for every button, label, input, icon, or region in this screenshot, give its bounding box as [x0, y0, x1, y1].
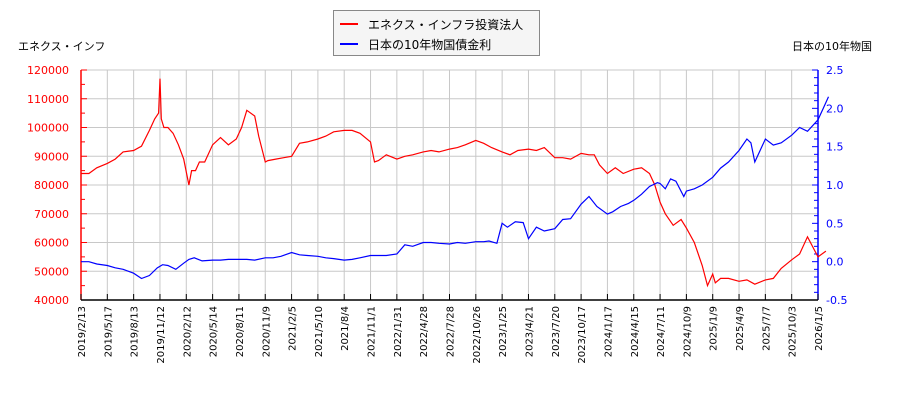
series-line-enex-infra	[81, 78, 827, 288]
x-axis-tick-label: 2020/11/9	[261, 306, 272, 357]
x-axis-tick-label: 2020/8/11	[235, 306, 246, 357]
x-axis-tick-label: 2025/1/9	[709, 306, 720, 351]
left-axis-tick-label: 50000	[34, 265, 69, 278]
right-axis-title: 日本の10年物国	[792, 40, 872, 53]
left-axis-tick-label: 70000	[34, 208, 69, 221]
x-axis-tick-label: 2021/11/1	[367, 306, 378, 357]
legend-item-enex-infra: エネクス・インフラ投資法人	[340, 15, 523, 33]
legend-label: エネクス・インフラ投資法人	[368, 17, 524, 32]
x-axis-tick-label: 2022/10/26	[472, 306, 483, 364]
x-axis-tick-label: 2024/1/17	[603, 306, 614, 357]
right-axis-tick-label: 2.0	[826, 102, 844, 115]
x-axis-tick-label: 2021/8/4	[340, 306, 351, 351]
right-axis-tick-label: 1.0	[826, 179, 844, 192]
left-axis-tick-label: 90000	[34, 150, 69, 163]
legend-swatch-blue	[340, 43, 358, 45]
right-axis-tick-label: 0.5	[826, 217, 844, 230]
chart-legend: エネクス・インフラ投資法人 日本の10年物国債金利	[333, 10, 540, 56]
left-axis-tick-label: 120000	[27, 64, 69, 77]
right-y-axis: -0.5 0.0 0.5 1.0 1.5 2.0 2.5	[812, 64, 847, 307]
x-axis: 2019/2/13 2019/5/17 2019/8/13 2019/11/12 202…	[77, 294, 825, 364]
x-axis-tick-label: 2020/5/14	[209, 306, 220, 357]
x-axis-tick-label: 2020/2/12	[182, 306, 193, 357]
x-axis-tick-label: 2021/5/10	[314, 306, 325, 357]
x-axis-tick-label: 2022/1/31	[393, 306, 404, 357]
x-axis-tick-label: 2024/7/11	[656, 306, 667, 357]
left-axis-tick-label: 100000	[27, 122, 69, 135]
right-axis-tick-label: -0.5	[826, 294, 847, 307]
x-axis-tick-label: 2024/4/15	[630, 306, 641, 357]
right-axis-tick-label: 1.5	[826, 141, 844, 154]
x-axis-tick-label: 2025/4/9	[735, 306, 746, 351]
left-y-axis: 40000 50000 60000 70000 80000 90000 100000 1100…	[27, 64, 87, 307]
x-axis-tick-label: 2023/4/21	[524, 306, 535, 357]
left-axis-tick-label: 40000	[34, 294, 69, 307]
x-axis-tick-label: 2019/11/12	[156, 306, 167, 364]
legend-label: 日本の10年物国債金利	[368, 37, 492, 52]
legend-swatch-red	[340, 23, 358, 25]
x-axis-tick-label: 2019/2/13	[77, 306, 88, 357]
left-axis-tick-label: 80000	[34, 179, 69, 192]
x-axis-tick-label: 2019/5/17	[103, 306, 114, 357]
x-axis-tick-label: 2025/7/7	[761, 306, 772, 351]
x-axis-tick-label: 2019/8/13	[130, 306, 141, 357]
right-axis-tick-label: 2.5	[826, 64, 844, 77]
x-axis-tick-label: 2025/10/3	[788, 306, 799, 357]
x-axis-tick-label: 2021/2/5	[288, 306, 299, 351]
series-line-jgb-10y	[81, 96, 830, 280]
left-axis-tick-label: 60000	[34, 237, 69, 250]
x-axis-tick-label: 2023/10/17	[577, 306, 588, 364]
x-axis-tick-label: 2024/10/9	[682, 306, 693, 357]
right-axis-tick-label: 0.0	[826, 256, 844, 269]
left-axis-tick-label: 110000	[27, 93, 69, 106]
x-axis-tick-label: 2023/7/20	[551, 306, 562, 357]
x-axis-tick-label: 2022/4/28	[419, 306, 430, 357]
x-axis-tick-label: 2023/1/25	[498, 306, 509, 357]
left-axis-title: エネクス・インフ	[18, 40, 106, 53]
x-axis-tick-label: 2022/7/28	[446, 306, 457, 357]
x-axis-tick-label: 2026/1/5	[814, 306, 825, 351]
grid-lines	[80, 69, 819, 301]
legend-item-jgb-10y: 日本の10年物国債金利	[340, 35, 491, 53]
